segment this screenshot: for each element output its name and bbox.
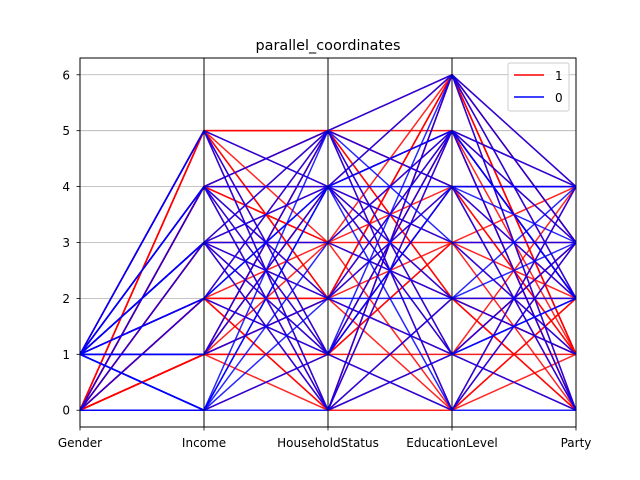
x-tick-label-Party: Party — [561, 436, 592, 450]
y-tick-label-2: 2 — [62, 292, 70, 306]
y-tick-label-5: 5 — [62, 124, 70, 138]
y-tick-label-3: 3 — [62, 236, 70, 250]
x-axis: Gender Income HouseholdStatus EducationLeve… — [58, 427, 592, 450]
y-tick-label-6: 6 — [62, 68, 70, 82]
legend-label-1: 1 — [555, 69, 563, 83]
y-tick-label-4: 4 — [62, 180, 70, 194]
x-tick-label-Income: Income — [182, 436, 226, 450]
legend: 1 0 — [507, 62, 570, 112]
legend-label-0: 0 — [555, 91, 563, 105]
chart-title: parallel_coordinates — [256, 38, 401, 54]
x-tick-label-EducationLevel: EducationLevel — [406, 436, 497, 450]
x-tick-label-Gender: Gender — [58, 436, 102, 450]
y-tick-label-1: 1 — [62, 348, 70, 362]
x-tick-label-HouseholdStatus: HouseholdStatus — [277, 436, 379, 450]
y-tick-label-0: 0 — [62, 404, 70, 418]
y-axis: 0 1 2 3 4 5 6 — [62, 68, 80, 418]
